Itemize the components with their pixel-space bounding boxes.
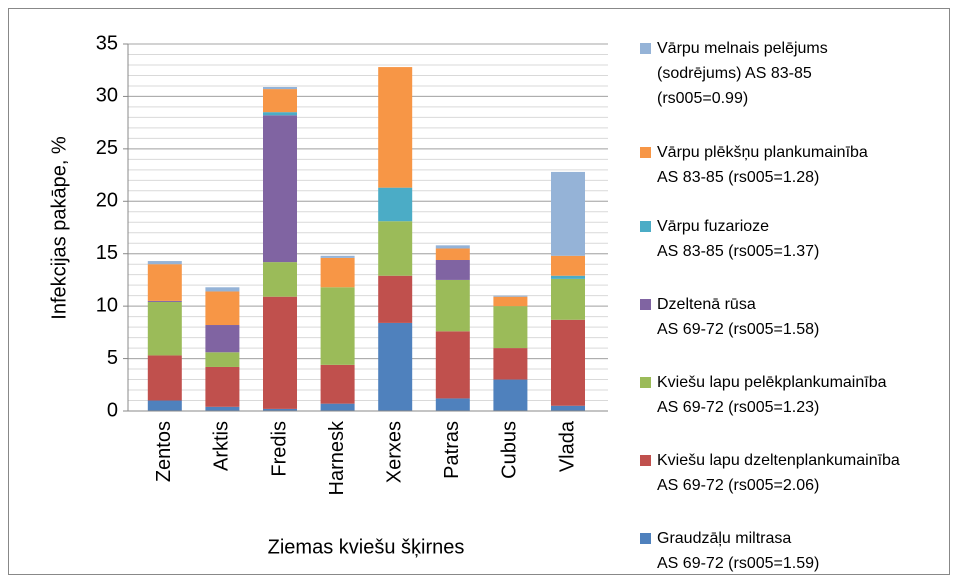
y-tick-label: 15: [96, 242, 118, 264]
bar-segment: [378, 221, 413, 276]
bar-segment: [378, 187, 413, 222]
legend-swatch: [640, 377, 651, 388]
x-tick-label: Vlada: [556, 420, 578, 472]
legend-swatch: [640, 299, 651, 310]
bar-segment: [320, 403, 355, 411]
bar-segment: [493, 296, 528, 307]
bar-segment: [147, 355, 182, 401]
bar-segment: [147, 400, 182, 411]
bar-segment: [551, 255, 585, 276]
bar-segment: [147, 301, 182, 356]
bar-segment: [378, 67, 413, 188]
bar-segment: [551, 319, 585, 406]
bar-segment: [147, 264, 182, 301]
y-tick-label: 20: [96, 190, 118, 212]
bar-segment: [320, 287, 355, 365]
bar-segment: [263, 262, 297, 297]
bar-segment: [551, 275, 585, 279]
bar-segment: [263, 86, 297, 90]
bar-segment: [493, 379, 528, 411]
bar-segment: [435, 398, 470, 411]
legend-label: Kviešu lapu pelēkplankumainība AS 69-72 …: [657, 374, 887, 416]
bar-segment: [205, 287, 240, 292]
bar-segment: [435, 260, 470, 280]
bar-segment: [551, 405, 585, 411]
chart-border: [8, 8, 950, 575]
legend-label: Vārpu melnais pelējums (sodrējums) AS 83…: [657, 40, 828, 107]
legend-label: Dzeltenā rūsa AS 69-72 (rs005=1.58): [657, 296, 820, 338]
bar-segment: [551, 171, 585, 256]
legend-label: Vārpu plēkšņu plankumainība AS 83-85 (rs…: [657, 144, 868, 186]
y-tick-label: 5: [107, 347, 118, 369]
bar-segment: [320, 255, 355, 258]
bar-segment: [263, 296, 297, 409]
bar-segment: [205, 352, 240, 367]
bar-segment: [320, 364, 355, 404]
x-tick-label: Arktis: [211, 421, 233, 471]
x-tick-label: Fredis: [268, 421, 290, 477]
x-axis-title: Ziemas kviešu šķirnes: [268, 536, 465, 558]
bar-segment: [205, 366, 240, 407]
legend-label: Vārpu fuzarioze AS 83-85 (rs005=1.37): [657, 218, 820, 260]
legend-swatch: [640, 221, 651, 232]
bar-segment: [435, 245, 470, 249]
bar-segment: [147, 300, 182, 302]
x-tick-label: Zentos: [153, 421, 175, 482]
bar-segment: [493, 306, 528, 349]
y-axis-title: Infekcijas pakāpe, %: [48, 136, 70, 320]
y-tick-label: 35: [96, 32, 118, 54]
legend-swatch: [640, 455, 651, 466]
bar-segment: [205, 325, 240, 353]
bar-segment: [551, 278, 585, 320]
x-tick-label: Harnesk: [326, 420, 348, 495]
bar-segment: [435, 248, 470, 261]
bar-segment: [263, 112, 297, 116]
legend-label: Kviešu lapu dzeltenplankumainība AS 69-7…: [657, 452, 900, 494]
bar-segment: [205, 291, 240, 326]
bar-segment: [378, 322, 413, 411]
y-tick-label: 30: [96, 85, 118, 107]
y-tick-label: 0: [107, 399, 118, 421]
legend-swatch: [640, 533, 651, 544]
bar-segment: [435, 279, 470, 332]
x-tick-label: Cubus: [499, 421, 521, 479]
y-tick-label: 10: [96, 294, 118, 316]
bar-segment: [493, 348, 528, 380]
x-tick-label: Xerxes: [383, 421, 405, 483]
bar-segment: [263, 408, 297, 411]
bar-segment: [320, 257, 355, 288]
bar-segment: [263, 89, 297, 113]
bar-segment: [378, 275, 413, 323]
bar-segment: [263, 115, 297, 263]
y-tick-label: 25: [96, 137, 118, 159]
legend-swatch: [640, 147, 651, 158]
bar-segment: [435, 331, 470, 399]
legend-swatch: [640, 43, 651, 54]
bar-segment: [205, 406, 240, 411]
x-tick-label: Patras: [441, 421, 463, 479]
legend-label: Graudzāļu miltrasa AS 69-72 (rs005=1.59): [657, 530, 820, 572]
bar-segment: [493, 295, 528, 297]
bar-segment: [147, 261, 182, 265]
